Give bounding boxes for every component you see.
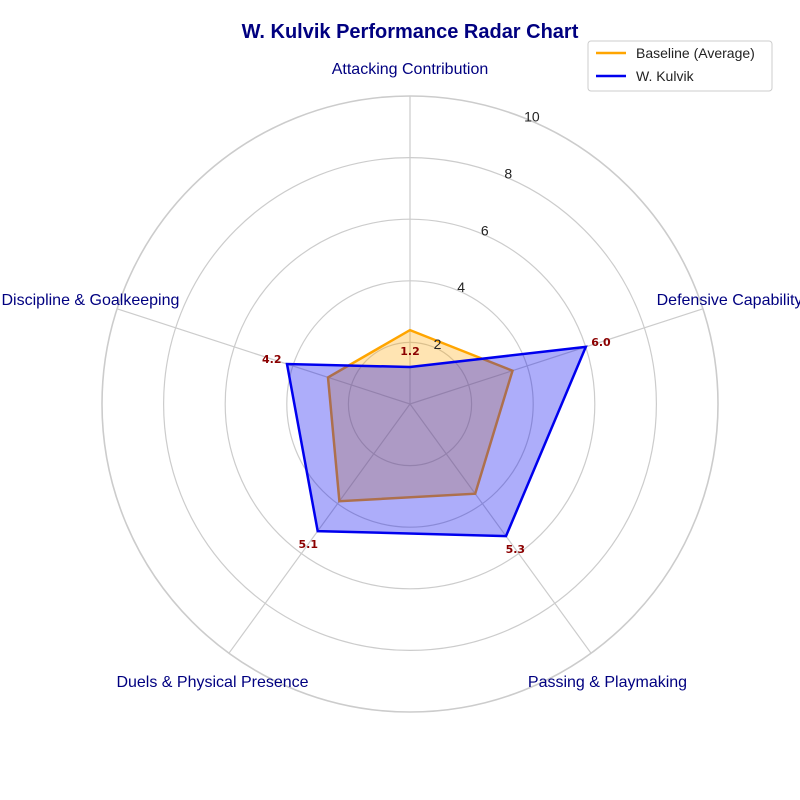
spoke-passing-playmaking [409, 403, 592, 654]
data-label-duels-physical-presence: 5.1 [299, 538, 319, 551]
data-label-attacking-contribution: 1.2 [400, 345, 420, 358]
chart-title: W. Kulvik Performance Radar Chart [242, 21, 579, 43]
axis-label-passing-playmaking: Passing & Playmaking [528, 674, 687, 691]
axis-label-discipline-goalkeeping: Discipline & Goalkeeping [2, 292, 180, 309]
radial-ticks: 2 4 6 8 10 [434, 108, 540, 352]
grid [101, 95, 719, 713]
tick-label-4: 4 [457, 279, 465, 295]
data-label-passing-playmaking: 5.3 [506, 543, 526, 556]
spoke-discipline-goalkeeping [116, 308, 411, 405]
tick-label-6: 6 [481, 222, 489, 238]
series-polygon-w-kulvik [285, 345, 588, 538]
tick-label-2: 2 [434, 336, 442, 352]
legend-label-baseline: Baseline (Average) [636, 45, 755, 61]
data-label-defensive-capability: 6.0 [591, 336, 611, 349]
series-layer [285, 328, 588, 538]
legend-label-kulvik: W. Kulvik [636, 68, 695, 84]
spoke-duels-physical-presence [228, 403, 411, 654]
spoke-defensive-capability [409, 308, 704, 405]
axis-labels: Attacking Contribution Defensive Capabili… [2, 61, 800, 691]
series-polygon-baseline-average [326, 328, 515, 503]
data-labels: 1.2 6.0 5.3 5.1 4.2 [262, 336, 611, 556]
axis-label-duels-physical-presence: Duels & Physical Presence [116, 674, 308, 691]
axis-label-attacking-contribution: Attacking Contribution [332, 61, 489, 78]
tick-label-10: 10 [524, 108, 540, 124]
legend: Baseline (Average) W. Kulvik [587, 40, 773, 92]
axis-label-defensive-capability: Defensive Capability [657, 292, 800, 309]
tick-label-8: 8 [504, 165, 512, 181]
data-label-discipline-goalkeeping: 4.2 [262, 353, 282, 366]
legend-box [587, 40, 773, 92]
